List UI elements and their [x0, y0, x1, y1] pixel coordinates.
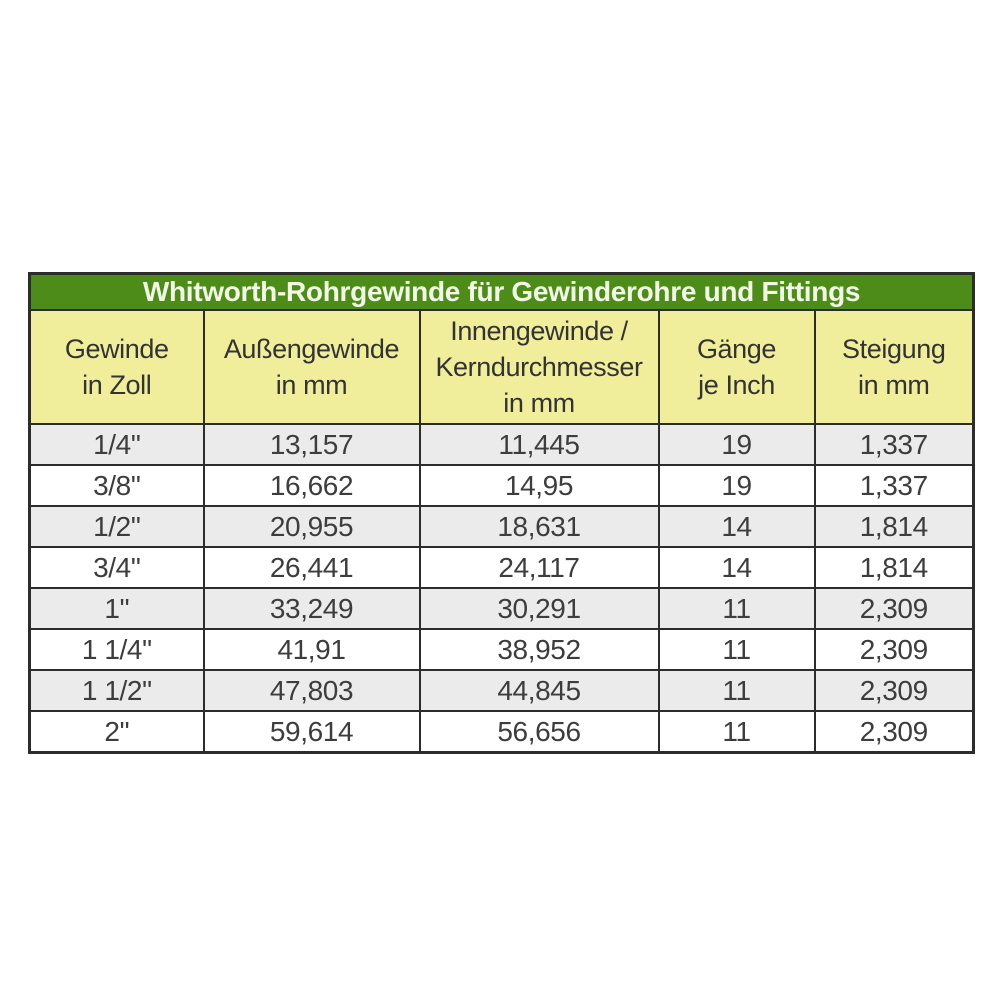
table-cell: 1/4": [28, 423, 205, 466]
table-cell: 1,337: [813, 464, 975, 507]
table-cell: 14,95: [418, 464, 660, 507]
table-row: 1 1/2" 47,803 44,845 11 2,309: [28, 669, 975, 712]
table-cell: 59,614: [202, 710, 421, 754]
table-cell: 11: [657, 587, 816, 630]
table-body: 1/4" 13,157 11,445 19 1,337 3/8" 16,662 14,95 19…: [28, 423, 975, 754]
table-cell: 19: [657, 464, 816, 507]
table-cell: 56,656: [418, 710, 660, 754]
table-cell: 3/4": [28, 546, 205, 589]
table-cell: 44,845: [418, 669, 660, 712]
column-header: Gewinde in Zoll: [28, 309, 205, 425]
table-row: 1/4" 13,157 11,445 19 1,337: [28, 423, 975, 466]
table-cell: 47,803: [202, 669, 421, 712]
table-row: 1 1/4" 41,91 38,952 11 2,309: [28, 628, 975, 671]
column-header: Steigung in mm: [813, 309, 975, 425]
table-header-row: Gewinde in Zoll Außengewinde in mm Innenge…: [28, 309, 975, 425]
table-cell: 1/2": [28, 505, 205, 548]
table-row: 3/4" 26,441 24,117 14 1,814: [28, 546, 975, 589]
table-cell: 14: [657, 546, 816, 589]
table-cell: 11: [657, 710, 816, 754]
table-title-row: Whitworth-Rohrgewinde für Gewinderohre u…: [28, 272, 975, 311]
table-cell: 1": [28, 587, 205, 630]
table-cell: 1,814: [813, 505, 975, 548]
thread-table-container: Whitworth-Rohrgewinde für Gewinderohre u…: [28, 272, 975, 754]
table-row: 1/2" 20,955 18,631 14 1,814: [28, 505, 975, 548]
table-cell: 1 1/2": [28, 669, 205, 712]
table-cell: 30,291: [418, 587, 660, 630]
table-cell: 1,337: [813, 423, 975, 466]
table-cell: 33,249: [202, 587, 421, 630]
table-cell: 38,952: [418, 628, 660, 671]
table-cell: 1,814: [813, 546, 975, 589]
table-cell: 14: [657, 505, 816, 548]
table-cell: 24,117: [418, 546, 660, 589]
table-cell: 13,157: [202, 423, 421, 466]
table-cell: 16,662: [202, 464, 421, 507]
column-header: Innengewinde / Kerndurchmesser in mm: [418, 309, 660, 425]
table-cell: 18,631: [418, 505, 660, 548]
table-cell: 41,91: [202, 628, 421, 671]
table-cell: 2,309: [813, 628, 975, 671]
table-cell: 11: [657, 628, 816, 671]
table-cell: 19: [657, 423, 816, 466]
table-title: Whitworth-Rohrgewinde für Gewinderohre u…: [28, 272, 975, 311]
table-cell: 11: [657, 669, 816, 712]
whitworth-thread-table: Whitworth-Rohrgewinde für Gewinderohre u…: [28, 272, 975, 754]
table-row: 3/8" 16,662 14,95 19 1,337: [28, 464, 975, 507]
column-header: Gänge je Inch: [657, 309, 816, 425]
table-cell: 26,441: [202, 546, 421, 589]
table-cell: 3/8": [28, 464, 205, 507]
table-row: 1" 33,249 30,291 11 2,309: [28, 587, 975, 630]
table-cell: 2,309: [813, 587, 975, 630]
column-header: Außengewinde in mm: [202, 309, 421, 425]
table-cell: 1 1/4": [28, 628, 205, 671]
table-cell: 2,309: [813, 669, 975, 712]
table-row: 2" 59,614 56,656 11 2,309: [28, 710, 975, 754]
table-cell: 11,445: [418, 423, 660, 466]
table-cell: 2": [28, 710, 205, 754]
table-cell: 20,955: [202, 505, 421, 548]
table-cell: 2,309: [813, 710, 975, 754]
